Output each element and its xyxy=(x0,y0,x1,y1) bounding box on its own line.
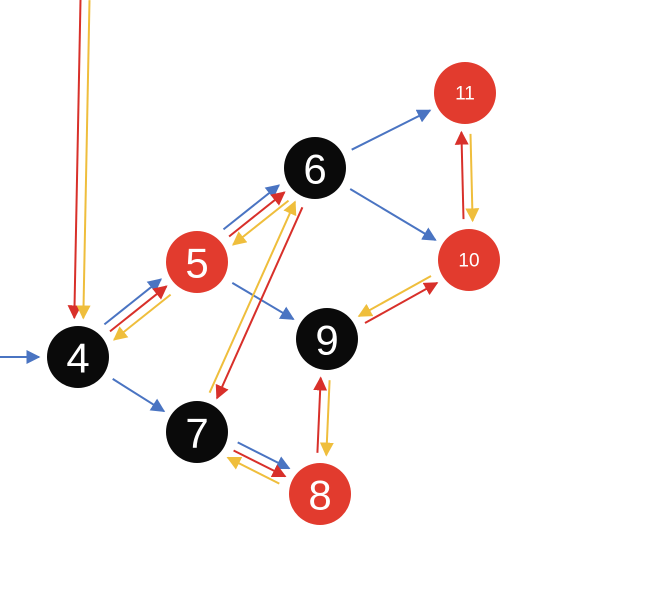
node-label-6: 6 xyxy=(303,146,326,193)
edge-4-to-7-blue xyxy=(112,378,166,413)
edge-4-to-5-red xyxy=(109,285,168,333)
node-11: 11 xyxy=(434,62,496,124)
edge-8-to-7-yellow xyxy=(226,456,280,485)
edge-10-to-11-red xyxy=(454,130,469,220)
node-9: 9 xyxy=(296,308,358,370)
edge-6-to-11-blue xyxy=(351,109,432,151)
edges-layer xyxy=(0,0,480,485)
edge-4-to-5-blue xyxy=(103,278,162,326)
edge-6-to-5-yellow xyxy=(232,199,290,246)
node-label-5: 5 xyxy=(185,240,208,287)
edge-7-to-8-red xyxy=(233,449,287,478)
edge-6-to-10-blue xyxy=(349,188,437,241)
node-5: 5 xyxy=(166,231,228,293)
edge-8-to-9-red xyxy=(313,376,328,453)
node-label-10: 10 xyxy=(458,251,479,272)
nodes-layer: 4 5 6 7 8 9 10 11 xyxy=(47,62,500,525)
node-4: 4 xyxy=(47,326,109,388)
node-8: 8 xyxy=(289,463,351,525)
node-circle-8 xyxy=(289,463,351,525)
node-label-7: 7 xyxy=(185,410,208,457)
edge-5-to-9-blue xyxy=(231,282,295,320)
edge-5-to-6-blue xyxy=(222,184,280,231)
node-circle-10 xyxy=(438,229,500,291)
node-circle-5 xyxy=(166,231,228,293)
edge-10-to-9-yellow xyxy=(357,275,432,317)
node-label-11: 11 xyxy=(455,84,475,105)
edge-5-to-6-red xyxy=(228,191,286,238)
node-label-4: 4 xyxy=(66,335,89,382)
edge-6-to-7-red xyxy=(215,206,304,400)
node-7: 7 xyxy=(166,401,228,463)
edge-9-to-10-red xyxy=(364,282,439,324)
edge-9-to-8-yellow xyxy=(319,380,334,457)
node-label-8: 8 xyxy=(308,472,331,519)
node-label-9: 9 xyxy=(315,317,338,364)
node-10: 10 xyxy=(438,229,500,291)
edge-top-to-4-red xyxy=(67,0,82,320)
edge-5-to-4-yellow xyxy=(113,293,172,341)
edge-7-to-8-blue xyxy=(237,441,291,470)
node-circle-6 xyxy=(284,137,346,199)
edge-11-to-10-yellow xyxy=(465,133,480,223)
node-6: 6 xyxy=(284,137,346,199)
edge-top-to-4-yellow xyxy=(76,0,91,320)
node-circle-11 xyxy=(434,62,496,124)
node-circle-4 xyxy=(47,326,109,388)
edge-7-to-6-yellow xyxy=(208,200,297,394)
node-circle-9 xyxy=(296,308,358,370)
node-circle-7 xyxy=(166,401,228,463)
